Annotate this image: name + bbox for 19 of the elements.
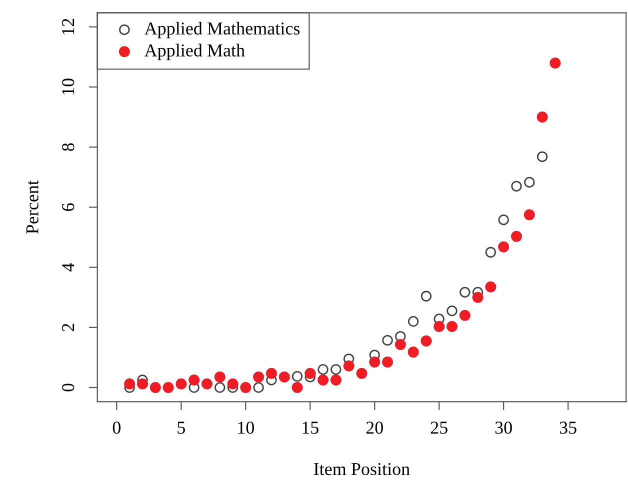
legend-label: Applied Mathematics — [144, 22, 300, 38]
y-tick-label: 12 — [62, 18, 74, 34]
legend-label: Applied Math — [144, 44, 245, 60]
y-tick-label: 6 — [62, 203, 74, 211]
x-tick-label: 10 — [238, 422, 254, 434]
y-axis-title: Percent — [26, 180, 38, 234]
x-tick-label: 25 — [430, 422, 448, 434]
x-axis-title: Item Position — [314, 463, 410, 476]
y-tick-label: 0 — [62, 384, 74, 392]
x-tick-label: 35 — [560, 422, 576, 434]
y-tick-label: 4 — [62, 263, 74, 272]
x-tick-label: 30 — [495, 422, 512, 434]
y-tick-label: 10 — [62, 78, 74, 94]
x-tick-label: 5 — [178, 422, 185, 434]
x-tick-label: 15 — [302, 422, 318, 434]
y-tick-label: 8 — [62, 143, 74, 151]
x-tick-label: 0 — [112, 422, 121, 434]
y-tick-label: 2 — [62, 324, 74, 332]
x-tick-label: 20 — [366, 422, 383, 434]
